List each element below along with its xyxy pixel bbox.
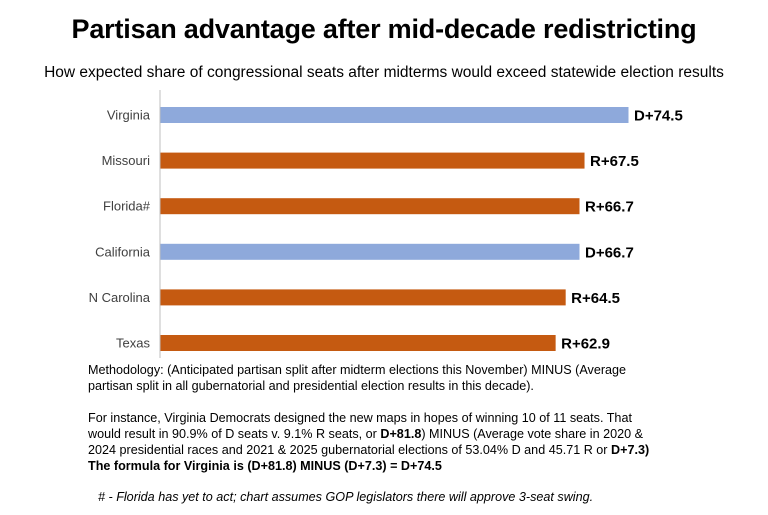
data-label-missouri: R+67.5: [590, 153, 639, 170]
bar-n-carolina: [160, 289, 566, 306]
bar-virginia: [160, 107, 629, 123]
example-bold2: D+7.3) The formula for Virginia is (D+81…: [88, 443, 650, 473]
bar-florida: [160, 198, 580, 215]
category-label-virginia: Virginia: [107, 108, 151, 123]
bar-california: [160, 243, 580, 260]
category-label-texas: Texas: [116, 336, 150, 351]
data-label-texas: R+62.9: [561, 336, 610, 353]
data-label-virginia: D+74.5: [634, 108, 683, 125]
chart-subtitle: How expected share of congressional seat…: [44, 64, 724, 81]
data-label-n-carolina: R+64.5: [571, 290, 620, 307]
data-label-florida: R+66.7: [585, 199, 634, 216]
methodology-text: Methodology: (Anticipated partisan split…: [88, 363, 627, 393]
example-bold1: D+81.8: [380, 427, 422, 441]
example-part2: ) MINUS (Average vote share in 2020 & 20…: [88, 427, 643, 457]
category-label-missouri: Missouri: [102, 153, 151, 168]
data-label-california: D+66.7: [585, 244, 634, 261]
category-label-california: California: [95, 244, 151, 259]
bar-missouri: [160, 152, 585, 169]
notes: Methodology: (Anticipated partisan split…: [88, 362, 668, 474]
category-label-florida: Florida#: [103, 199, 151, 214]
bar-texas: [160, 335, 556, 351]
footnote: # - Florida has yet to act; chart assume…: [98, 490, 594, 504]
chart-title: Partisan advantage after mid-decade redi…: [71, 14, 697, 44]
example-part1: For instance, Virginia Democrats designe…: [88, 411, 632, 441]
example-text: For instance, Virginia Democrats designe…: [88, 410, 668, 474]
bar-chart: Virginia D+74.5 Missouri R+67.5 Florida# R+66…: [89, 90, 683, 358]
category-label-n-carolina: N Carolina: [89, 290, 151, 305]
